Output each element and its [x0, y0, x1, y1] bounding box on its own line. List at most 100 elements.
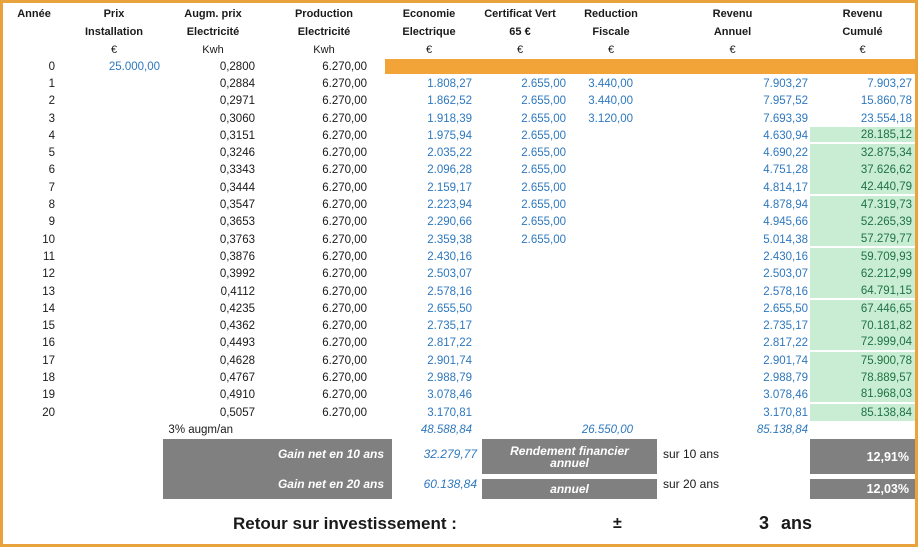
cell-cert-total[interactable]	[473, 421, 567, 438]
cell-prix[interactable]	[65, 369, 163, 386]
cell-prod[interactable]: 6.270,00	[322, 216, 367, 229]
cell-annee-total[interactable]	[3, 421, 65, 438]
cell-eco[interactable]: 1.862,52	[427, 95, 472, 108]
cell-prix[interactable]	[65, 387, 163, 404]
cell-augm[interactable]: 0,3653	[219, 216, 255, 229]
cell-cert[interactable]	[473, 352, 567, 369]
cell-prod[interactable]: 6.270,00	[322, 164, 367, 177]
cell-eco[interactable]: 2.096,28	[427, 164, 472, 177]
cell-augm[interactable]: 0,4112	[220, 285, 255, 298]
cell-rev[interactable]: 2.503,07	[763, 268, 808, 281]
cell-prix[interactable]	[65, 352, 163, 369]
header-augm[interactable]: Augm. prix	[184, 8, 242, 20]
cell-cert[interactable]: 2.655,00	[521, 95, 566, 108]
cell-annee[interactable]: 15	[42, 320, 55, 333]
cell-red[interactable]	[567, 231, 655, 248]
header-eco[interactable]: Economie	[402, 8, 456, 20]
cell-prod[interactable]: 6.270,00	[322, 285, 367, 298]
cell-prix[interactable]	[65, 231, 163, 248]
cell-prix[interactable]	[65, 93, 163, 110]
cell-eco[interactable]: 3.078,46	[427, 389, 472, 402]
cell-cum[interactable]: 81.968,03	[810, 386, 915, 404]
cell-cum[interactable]: 28.185,12	[810, 127, 915, 145]
sur-20-ans-label[interactable]: sur 20 ans	[663, 477, 720, 492]
revenu-total[interactable]: 85.138,84	[756, 423, 808, 436]
cell-augm[interactable]: 0,2971	[219, 95, 255, 108]
cell-cert[interactable]	[473, 335, 567, 352]
cell-prod[interactable]: 6.270,00	[322, 95, 367, 108]
cell-annee[interactable]: 16	[42, 337, 55, 350]
cell-annee[interactable]: 3	[48, 112, 55, 125]
cell-cum[interactable]: 59.709,93	[810, 248, 915, 266]
cell-eco[interactable]: 2.988,79	[427, 371, 472, 384]
cell-cum[interactable]: 47.319,73	[810, 196, 915, 214]
header-prix[interactable]: €	[110, 43, 118, 56]
cell-prix[interactable]	[65, 404, 163, 421]
cell-red[interactable]	[567, 317, 655, 334]
economie-total[interactable]: 48.588,84	[420, 423, 472, 436]
cell-cum[interactable]: 75.900,78	[810, 352, 915, 370]
cell-cert[interactable]	[473, 404, 567, 421]
cell-augm[interactable]: 0,3246	[219, 147, 255, 160]
cell-prod[interactable]: 6.270,00	[322, 129, 367, 142]
cell-prix[interactable]	[65, 266, 163, 283]
cell-annee[interactable]: 6	[48, 164, 55, 177]
cell-red[interactable]: 3.440,00	[588, 95, 633, 108]
header-red[interactable]: Reduction	[584, 8, 638, 20]
cell-rev[interactable]: 3.078,46	[763, 389, 808, 402]
cell-prix[interactable]	[65, 162, 163, 179]
cell-cert[interactable]: 2.655,00	[521, 129, 566, 142]
augm-rate-note[interactable]: 3% augm/an	[168, 423, 233, 436]
cell-rev[interactable]: 2.430,16	[763, 250, 808, 263]
header-prod[interactable]: Electricité	[297, 26, 351, 38]
cell-eco[interactable]: 2.290,66	[427, 216, 472, 229]
header-cert[interactable]: €	[516, 43, 524, 56]
cell-red[interactable]	[567, 179, 655, 196]
cell-cert[interactable]: 2.655,00	[521, 77, 566, 90]
cell-prix[interactable]	[65, 179, 163, 196]
cell-red[interactable]	[567, 144, 655, 161]
cell-annee[interactable]: 20	[42, 406, 55, 419]
cell-eco[interactable]: 2.430,16	[427, 250, 472, 263]
header-rev[interactable]: Revenu	[712, 8, 753, 20]
cell-augm[interactable]: 0,2884	[219, 77, 255, 90]
cell-eco[interactable]: 2.035,22	[427, 147, 472, 160]
cell-rev[interactable]: 3.170,81	[763, 406, 808, 419]
cell-rev[interactable]: 2.988,79	[763, 371, 808, 384]
cell-red[interactable]	[567, 196, 655, 213]
cell-eco[interactable]: 1.975,94	[427, 129, 472, 142]
header-cum[interactable]: Cumulé	[842, 26, 883, 38]
cell-eco[interactable]: 3.170,81	[427, 406, 472, 419]
cell-prix[interactable]	[65, 110, 163, 127]
cell-red[interactable]	[567, 266, 655, 283]
cell-annee[interactable]: 18	[42, 371, 55, 384]
header-prix[interactable]: Installation	[84, 26, 144, 38]
cell-prix[interactable]	[65, 196, 163, 213]
cell-annee[interactable]: 9	[48, 216, 55, 229]
cell-rev[interactable]: 5.014,38	[763, 233, 808, 246]
cell-cum[interactable]: 62.212,99	[810, 265, 915, 283]
cell-prix[interactable]	[65, 300, 163, 317]
cell-eco[interactable]: 2.655,50	[427, 302, 472, 315]
cell-red[interactable]: 3.440,00	[588, 77, 633, 90]
cell-augm[interactable]: 0,3444	[219, 181, 255, 194]
cell-cum[interactable]: 52.265,39	[810, 213, 915, 231]
cell-prix[interactable]	[65, 283, 163, 300]
rendement-financier-box[interactable]: Rendement financier annuel	[482, 439, 657, 475]
highlight-bar[interactable]	[385, 59, 915, 75]
cell-cum[interactable]: 23.554,18	[860, 112, 912, 125]
header-red[interactable]: €	[607, 43, 615, 56]
header-cert[interactable]: 65 €	[509, 26, 531, 38]
cell-annee[interactable]: 12	[42, 268, 55, 281]
header-eco[interactable]: €	[425, 43, 433, 56]
cell-red[interactable]	[567, 162, 655, 179]
gain-net-box[interactable]: Gain net en 10 ans Gain net en 20 ans	[163, 439, 392, 500]
header-prod[interactable]: Production	[294, 8, 354, 20]
cell-augm[interactable]: 0,3343	[219, 164, 255, 177]
cell-cert[interactable]	[473, 369, 567, 386]
reduction-total[interactable]: 26.550,00	[581, 423, 633, 436]
cell-cert[interactable]: 2.655,00	[521, 216, 566, 229]
cell-red[interactable]	[567, 248, 655, 265]
cell-augm[interactable]: 0,4767	[219, 371, 255, 384]
cell-cum[interactable]: 15.860,78	[860, 95, 912, 108]
